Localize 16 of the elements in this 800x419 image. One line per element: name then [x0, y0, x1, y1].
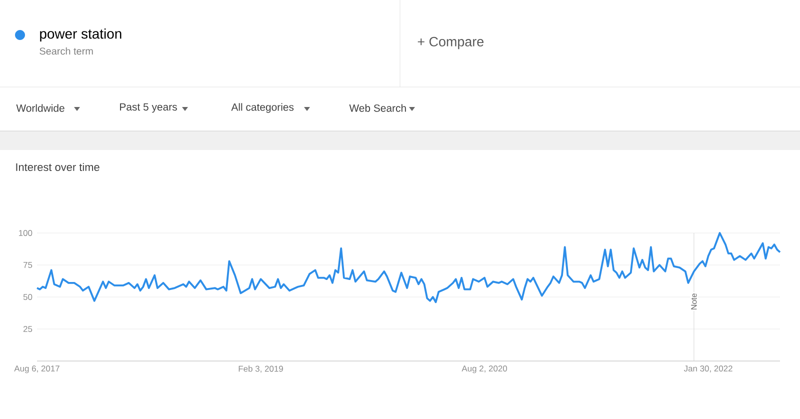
text: Past 5 years [120, 103, 177, 113]
x-tick-label: Jan 30, 2022 [684, 366, 732, 373]
text: Search term [40, 47, 93, 55]
x-tick-label: Aug 6, 2017 [14, 366, 60, 374]
y-tick-label: 50 [23, 294, 32, 300]
text: Worldwide [16, 104, 64, 112]
x-tick-label: Aug 2, 2020 [462, 366, 508, 374]
y-tick-label: 100 [18, 230, 32, 236]
y-tick-label: 75 [24, 262, 32, 268]
chart-title: Interest over time [16, 162, 100, 172]
legend-label: power station [40, 28, 122, 42]
y-tick-label: 25 [23, 326, 32, 332]
x-tick-label: Feb 3, 2019 [238, 366, 283, 373]
text: All categories [231, 103, 294, 113]
text: Web Search [349, 104, 406, 112]
text: + Compare [418, 36, 484, 50]
